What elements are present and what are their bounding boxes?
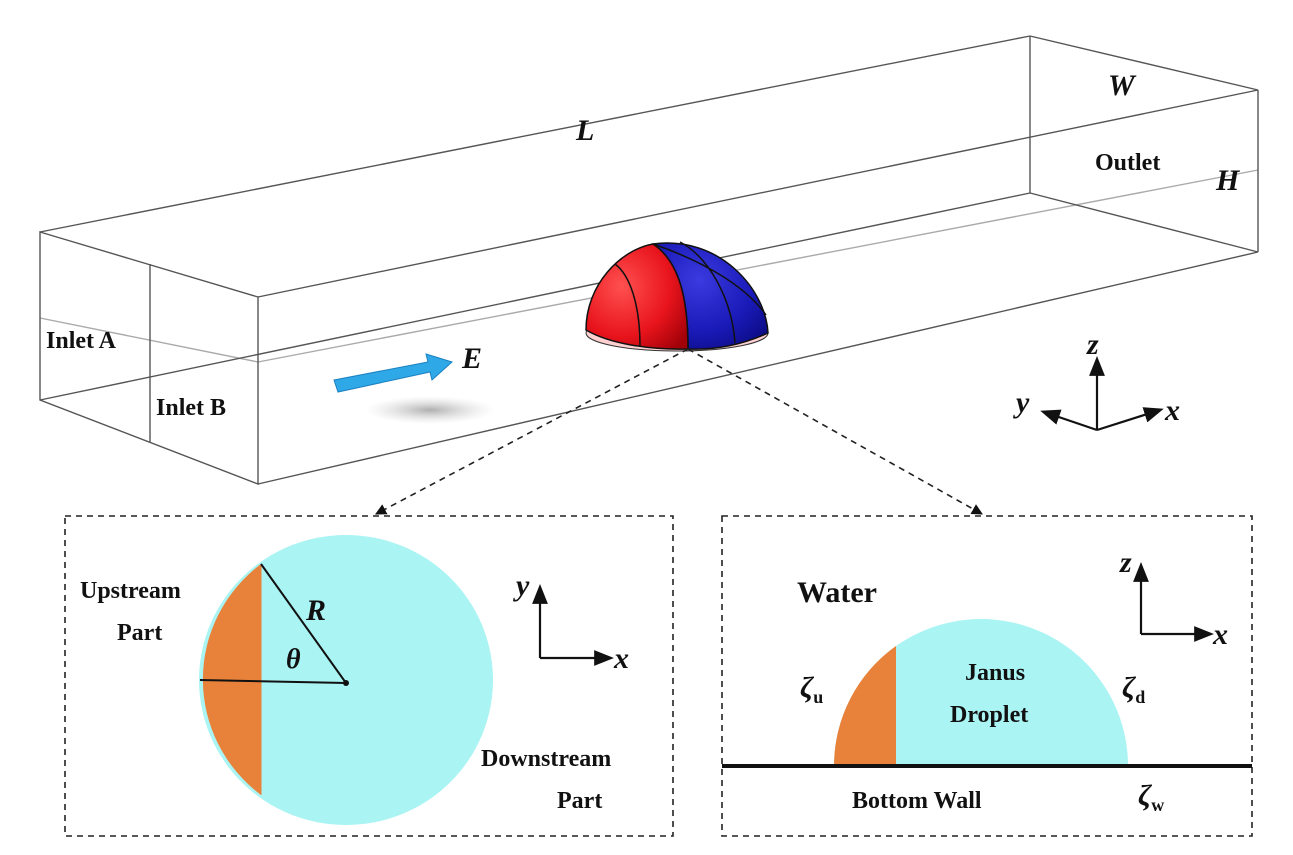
- droplet-label-2: Droplet: [950, 702, 1028, 728]
- side-view-frame: [721, 515, 1253, 837]
- droplet-profile: [834, 619, 1128, 766]
- droplet-meridian-3: [652, 243, 767, 316]
- radius-line: [260, 563, 347, 684]
- top-back-edge: [39, 35, 1031, 233]
- arrow-icon: [333, 353, 453, 393]
- droplet-label-1: Janus: [965, 660, 1025, 686]
- bottom-front-edge: [257, 251, 1259, 485]
- leader-to-side-view: [687, 348, 983, 515]
- top-view-inset: Upstream Part Downstream Part R θ y x: [64, 515, 674, 837]
- x-label-top: x: [613, 642, 629, 675]
- outlet-label: Outlet: [1095, 150, 1160, 176]
- radius-label: R: [305, 594, 326, 627]
- droplet-meridian-2: [679, 241, 736, 344]
- zeta-w-label: ζw: [1138, 779, 1164, 815]
- top-view-frame: [64, 515, 674, 837]
- bottom-back-edge: [39, 192, 1031, 401]
- inlet-a-label: Inlet A: [46, 328, 117, 354]
- y-label-top: y: [513, 569, 530, 602]
- y-label-3d: y: [1013, 386, 1030, 419]
- field-label: E: [461, 342, 482, 375]
- length-label: L: [575, 114, 594, 147]
- arrow-shadow: [365, 396, 495, 424]
- upstream-region: [202, 564, 261, 795]
- mid-plane-edge: [257, 169, 1259, 363]
- zeta-u-label: ζu: [800, 671, 823, 707]
- top-front-edge: [257, 89, 1259, 298]
- channel-edges: [39, 35, 1259, 486]
- upstream-profile: [834, 646, 896, 766]
- outlet-bottom-edge: [1029, 192, 1259, 253]
- inlet-mid-line: [39, 317, 259, 363]
- x-label-3d: x: [1164, 394, 1180, 427]
- angle-label: θ: [286, 644, 301, 675]
- height-label: H: [1215, 164, 1241, 197]
- axes-top-view: y x: [513, 569, 629, 675]
- inlet-b-label: Inlet B: [156, 395, 226, 421]
- upstream-label-1: Upstream: [80, 578, 181, 604]
- center-point: [343, 680, 349, 686]
- leader-to-top-view: [375, 348, 689, 515]
- water-label: Water: [797, 576, 877, 609]
- droplet-meridian-1: [614, 263, 641, 347]
- downstream-label-2: Part: [557, 788, 602, 814]
- outlet-top-edge: [1029, 35, 1259, 91]
- x-axis-3d: [1096, 407, 1164, 432]
- downstream-label-1: Downstream: [481, 746, 611, 772]
- axes-3d: z x y: [1013, 328, 1180, 432]
- x-label-side: x: [1212, 618, 1228, 651]
- center-line: [199, 679, 347, 684]
- bottom-wall-label: Bottom Wall: [852, 788, 982, 814]
- z-label-3d: z: [1086, 328, 1099, 361]
- droplet-upstream-half: [585, 243, 689, 350]
- inlet-face: [39, 231, 259, 486]
- z-label-side: z: [1119, 546, 1132, 579]
- y-axis-3d: [1040, 409, 1098, 432]
- upstream-label-2: Part: [117, 620, 162, 646]
- electric-field-arrow: [333, 353, 495, 424]
- width-label: W: [1108, 69, 1137, 102]
- axes-side-view: z x: [1119, 546, 1228, 651]
- channel-3d: L W H Outlet Inlet A Inlet B E z: [39, 35, 1259, 515]
- zeta-d-label: ζd: [1122, 671, 1145, 707]
- janus-droplet-3d: [585, 241, 769, 352]
- side-view-inset: Water Janus Droplet Bottom Wall ζu ζd ζw…: [721, 515, 1253, 837]
